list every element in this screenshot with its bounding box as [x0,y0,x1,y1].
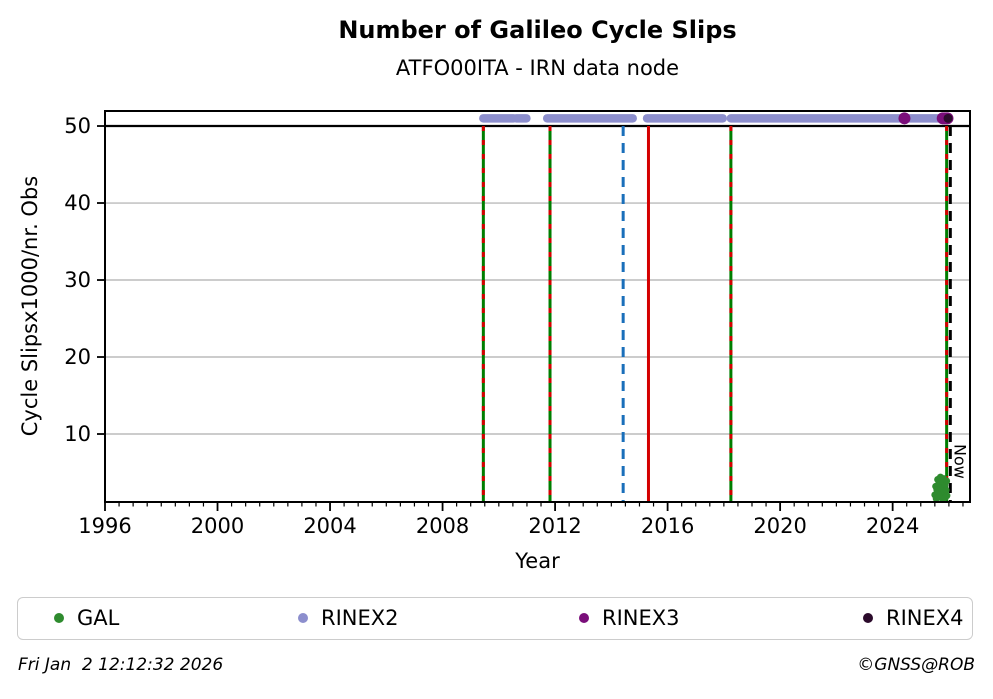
x-tick-label: 2000 [191,514,244,538]
gal-point [943,492,951,500]
x-tick-label: 2004 [303,514,356,538]
rinex3-marker-icon [579,613,589,623]
legend-item-gal: GAL [54,598,119,638]
legend: GAL RINEX2 RINEX3 RINEX4 [17,597,973,640]
x-tick-label: 2024 [866,514,919,538]
chart-title: Number of Galileo Cycle Slips [338,16,737,44]
legend-item-rinex2: RINEX2 [298,598,399,638]
y-tick-label: 20 [64,345,91,369]
y-tick-label: 10 [64,422,91,446]
now-label: Now [950,444,969,479]
gal-marker-icon [54,613,64,623]
y-tick-label: 30 [64,268,91,292]
gal-point [942,486,950,494]
legend-label: RINEX3 [602,606,680,630]
legend-label: GAL [77,606,120,630]
rinex4-point [943,113,953,123]
x-tick-label: 1996 [78,514,131,538]
x-tick-label: 2008 [416,514,469,538]
chart-subtitle: ATFO00ITA - IRN data node [395,56,680,80]
x-axis-label: Year [515,549,560,573]
x-tick-label: 2012 [528,514,581,538]
legend-item-rinex4: RINEX4 [863,598,964,638]
gal-point [943,477,951,485]
y-tick-label: 50 [64,114,91,138]
rinex2-marker-icon [298,613,308,623]
x-tick-label: 2016 [641,514,694,538]
legend-item-rinex3: RINEX3 [579,598,680,638]
cycle-slips-chart: Now 1996 2000 2004 2008 2012 2016 2020 2024 10 20 3… [64,110,971,538]
credit-text: ©GNSS@ROB [857,655,975,675]
y-tick-label: 40 [64,191,91,215]
plot-timestamp: Fri Jan 2 12:12:32 2026 [18,655,224,675]
x-tick-label: 2020 [753,514,806,538]
rinex3-point [898,112,911,125]
legend-label: RINEX2 [321,606,399,630]
legend-label: RINEX4 [886,606,964,630]
rinex4-marker-icon [863,613,873,623]
plot-border [104,110,971,503]
